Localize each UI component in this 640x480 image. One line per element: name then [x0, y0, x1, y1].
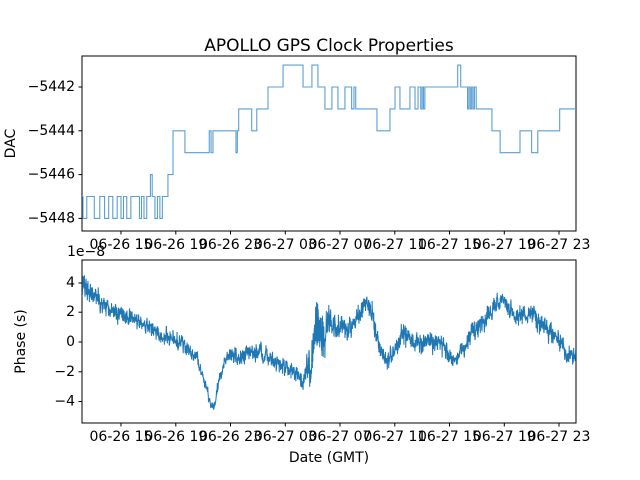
xtick-label: 06-27 19 — [473, 429, 536, 445]
dac-step-line — [82, 64, 576, 219]
xtick-label: 06-26 15 — [90, 237, 153, 253]
xtick-label: 06-26 23 — [199, 237, 262, 253]
xtick-label: 06-27 15 — [418, 237, 481, 253]
xtick-label: 06-26 15 — [90, 429, 153, 445]
ytick-label: −5446 — [28, 167, 75, 183]
bottom-axes-ticks — [78, 282, 560, 427]
xaxis-label: Date (GMT) — [289, 450, 369, 466]
xtick-label: 06-27 11 — [363, 237, 426, 253]
top-axes-ticks — [78, 86, 560, 235]
xtick-label: 06-27 07 — [309, 429, 372, 445]
xtick-label: 06-27 15 — [418, 429, 481, 445]
figure-title: APOLLO GPS Clock Properties — [204, 36, 454, 56]
ytick-label: 0 — [66, 334, 75, 350]
bottom-ytick-labels: 4 2 0 −2 −4 — [54, 275, 75, 410]
xtick-label: 06-27 03 — [254, 237, 317, 253]
ytick-label: −5448 — [28, 210, 75, 226]
top-ylabel: DAC — [3, 128, 19, 158]
bottom-ylabel: Phase (s) — [13, 309, 29, 373]
phase-line — [82, 275, 576, 410]
ytick-label: −4 — [54, 394, 75, 410]
xtick-label: 06-27 07 — [309, 237, 372, 253]
top-ytick-labels: −5442 −5444 −5446 −5448 — [28, 79, 75, 226]
top-axes-frame — [81, 55, 577, 232]
xtick-label: 06-27 11 — [363, 429, 426, 445]
xtick-label: 06-26 19 — [144, 429, 207, 445]
ytick-label: −5444 — [28, 123, 75, 139]
ytick-label: −5442 — [28, 79, 75, 95]
top-xtick-labels: 06-26 15 06-26 19 06-26 23 06-27 03 06-2… — [90, 237, 591, 253]
xtick-label: 06-27 23 — [528, 429, 591, 445]
bottom-xtick-labels: 06-26 15 06-26 19 06-26 23 06-27 03 06-2… — [90, 429, 591, 445]
xtick-label: 06-27 03 — [254, 429, 317, 445]
bottom-axes-frame — [81, 259, 577, 424]
ytick-label: 4 — [66, 275, 75, 291]
xtick-label: 06-27 19 — [473, 237, 536, 253]
xtick-label: 06-27 23 — [528, 237, 591, 253]
offset-text: 1e−8 — [67, 244, 105, 260]
ytick-label: −2 — [54, 364, 75, 380]
ytick-label: 2 — [66, 304, 75, 320]
xtick-label: 06-26 19 — [144, 237, 207, 253]
xtick-label: 06-26 23 — [199, 429, 262, 445]
